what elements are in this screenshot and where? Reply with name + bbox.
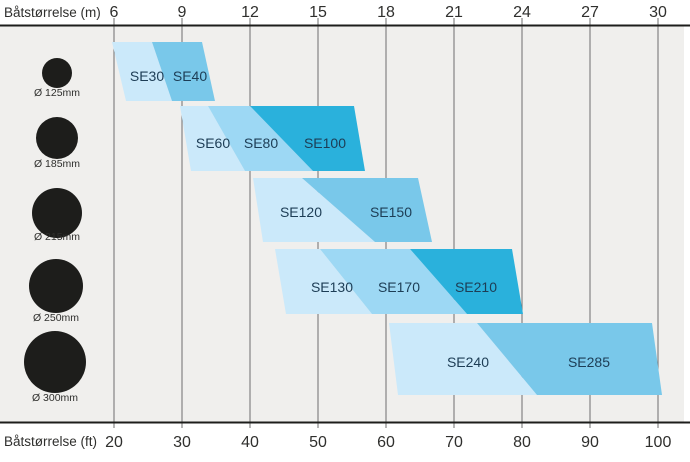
top-tick-label: 15 bbox=[309, 4, 327, 21]
band-row-125mm: SE30 SE40 bbox=[112, 42, 215, 101]
bottom-tick-label: 70 bbox=[445, 434, 463, 451]
top-tick-label: 21 bbox=[445, 4, 463, 21]
propeller-circle-300 bbox=[24, 331, 86, 393]
bottom-tick-label: 80 bbox=[513, 434, 531, 451]
band-segment-se240 bbox=[389, 323, 537, 395]
bottom-tick-label: 90 bbox=[581, 434, 599, 451]
top-tick-label: 27 bbox=[581, 4, 599, 21]
propeller-label-185: Ø 185mm bbox=[34, 158, 80, 170]
propeller-circle-125 bbox=[42, 58, 72, 88]
top-tick-label: 24 bbox=[513, 4, 531, 21]
propeller-label-250: Ø 250mm bbox=[33, 312, 79, 324]
top-tick-label: 12 bbox=[241, 4, 259, 21]
band-segment-se40 bbox=[152, 42, 215, 101]
band-label-se40: SE40 bbox=[173, 68, 207, 84]
axis-label-meters: Båtstørrelse (m) bbox=[4, 5, 101, 20]
band-segment-se130 bbox=[275, 249, 372, 314]
axis-bottom: Båtstørrelse (ft) 20 30 40 50 60 70 80 9… bbox=[4, 434, 671, 451]
band-segment-se80 bbox=[208, 106, 313, 171]
propeller-label-125: Ø 125mm bbox=[34, 87, 80, 99]
top-tick-label: 9 bbox=[178, 4, 187, 21]
axis-top: Båtstørrelse (m) 6 9 12 15 18 21 24 27 3… bbox=[4, 4, 667, 21]
band-label-se100: SE100 bbox=[304, 135, 346, 151]
band-label-se285: SE285 bbox=[568, 354, 610, 370]
bottom-tick-label: 20 bbox=[105, 434, 123, 451]
band-segment-se120 bbox=[253, 178, 375, 242]
propeller-label-215: Ø 215mm bbox=[34, 231, 80, 243]
bottom-tick-label: 50 bbox=[309, 434, 327, 451]
band-label-se60: SE60 bbox=[196, 135, 230, 151]
band-segment-se100 bbox=[250, 106, 365, 171]
band-label-se130: SE130 bbox=[311, 279, 353, 295]
band-label-se210: SE210 bbox=[455, 279, 497, 295]
propeller-circle-215 bbox=[32, 188, 82, 238]
propeller-circle-185 bbox=[36, 117, 78, 159]
band-row-185mm: SE60 SE80 SE100 bbox=[180, 106, 365, 171]
bottom-tick-label: 100 bbox=[645, 434, 672, 451]
bottom-tick-label: 30 bbox=[173, 434, 191, 451]
propeller-circle-250 bbox=[29, 259, 83, 313]
band-label-se30: SE30 bbox=[130, 68, 164, 84]
band-segment-se210 bbox=[410, 249, 523, 314]
band-segment-se150 bbox=[302, 178, 432, 242]
band-row-215mm: SE120 SE150 bbox=[253, 178, 432, 242]
band-label-se120: SE120 bbox=[280, 204, 322, 220]
band-label-se150: SE150 bbox=[370, 204, 412, 220]
band-row-250mm: SE130 SE170 SE210 bbox=[275, 249, 523, 314]
tunnel-diameter-column: Ø 125mm Ø 185mm Ø 215mm Ø 250mm Ø 300mm bbox=[24, 58, 86, 404]
band-label-se170: SE170 bbox=[378, 279, 420, 295]
top-tick-label: 6 bbox=[110, 4, 119, 21]
bottom-tick-label: 60 bbox=[377, 434, 395, 451]
band-row-300mm: SE240 SE285 bbox=[389, 323, 662, 395]
top-tick-label: 30 bbox=[649, 4, 667, 21]
band-segment-se60 bbox=[180, 106, 245, 171]
band-label-se240: SE240 bbox=[447, 354, 489, 370]
bottom-tick-label: 40 bbox=[241, 434, 259, 451]
propeller-label-300: Ø 300mm bbox=[32, 392, 78, 404]
band-segment-se170 bbox=[320, 249, 467, 314]
band-segment-se285 bbox=[477, 323, 662, 395]
top-tick-label: 18 bbox=[377, 4, 395, 21]
band-label-se80: SE80 bbox=[244, 135, 278, 151]
axis-label-feet: Båtstørrelse (ft) bbox=[4, 434, 97, 449]
